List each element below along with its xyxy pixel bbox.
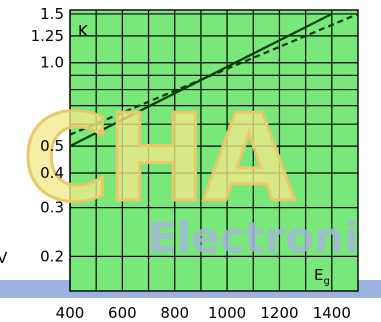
y-tick-label: 0.4 — [40, 164, 64, 182]
plot-area — [70, 10, 358, 291]
x-tick-label: 600 — [108, 304, 137, 322]
plot-background — [70, 10, 358, 291]
x-tick-strip — [0, 298, 381, 322]
x-tick-label: 1200 — [260, 304, 298, 322]
y-tick-label: 0.2 — [40, 247, 64, 265]
plot-border — [69, 9, 359, 292]
y-tick-label: 0.3 — [40, 199, 64, 217]
x-axis-label-subscript: g — [323, 276, 329, 287]
y-tick-label: 1.0 — [40, 54, 64, 72]
series-layer — [69, 12, 359, 148]
x-tick-label: 1000 — [208, 304, 246, 322]
tick-labels: 1.5 1.25 1.0 0.5 0.4 0.3 0.2 400 600 800 1000 1200 1… — [31, 5, 351, 322]
x-tick-label: 400 — [56, 304, 85, 322]
watermark-brand: CHA — [22, 90, 295, 229]
x-tick-label: 800 — [160, 304, 189, 322]
watermark-subtext: Electroni — [148, 213, 358, 262]
x-axis-label-main: E — [314, 266, 323, 284]
grid — [69, 9, 359, 292]
y-tick-label: 1.5 — [40, 5, 64, 23]
y-axis-label: K — [78, 22, 89, 40]
y-tick-label: 0.5 — [40, 137, 64, 155]
watermark: CHA Electroni — [21, 89, 359, 263]
left-edge-fragment: V — [0, 249, 8, 267]
y-tick-label: 1.25 — [31, 27, 64, 45]
x-axis-label: Eg — [314, 266, 330, 287]
series-line-dashed — [69, 12, 359, 136]
x-tick-label: 1400 — [313, 304, 351, 322]
